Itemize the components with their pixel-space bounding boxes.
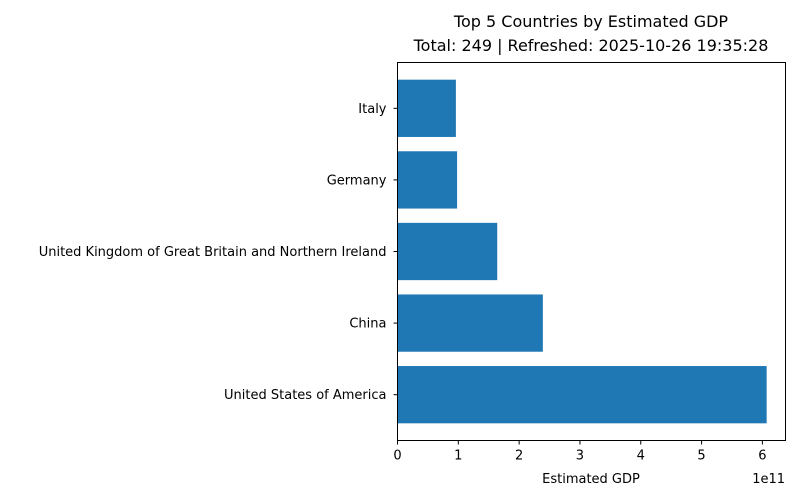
- y-tick-label: Germany: [327, 173, 387, 188]
- y-tick-label: China: [349, 317, 386, 332]
- plot-frame: [397, 62, 786, 441]
- x-tick-label: 1: [454, 449, 462, 464]
- x-axis-offset-text: 1e11: [752, 472, 785, 487]
- x-tick-label: 4: [637, 449, 645, 464]
- bar-china: [397, 294, 543, 352]
- bar-united-states-of-america: [397, 366, 767, 424]
- x-tick-label: 6: [758, 449, 766, 464]
- chart-title: Top 5 Countries by Estimated GDP: [453, 12, 729, 31]
- bar-germany: [397, 151, 458, 209]
- x-axis-ticks: 0 1 2 3 4 5 6: [393, 440, 767, 464]
- x-tick-label: 3: [576, 449, 584, 464]
- x-tick-label: 5: [697, 449, 705, 464]
- y-tick-label: United States of America: [224, 388, 386, 403]
- y-axis-ticks: United States of America China United King…: [39, 102, 398, 403]
- bars: [397, 79, 767, 424]
- x-axis-label: Estimated GDP: [542, 472, 640, 487]
- y-tick-label: United Kingdom of Great Britain and Nort…: [39, 245, 387, 260]
- bar-italy: [397, 79, 456, 137]
- y-tick-label: Italy: [358, 102, 387, 117]
- x-tick-label: 2: [515, 449, 523, 464]
- x-tick-label: 0: [393, 449, 401, 464]
- bar-united-kingdom-of-great-britain-and-northern-ireland: [397, 222, 498, 281]
- chart-subtitle: Total: 249 | Refreshed: 2025-10-26 19:35…: [413, 36, 769, 55]
